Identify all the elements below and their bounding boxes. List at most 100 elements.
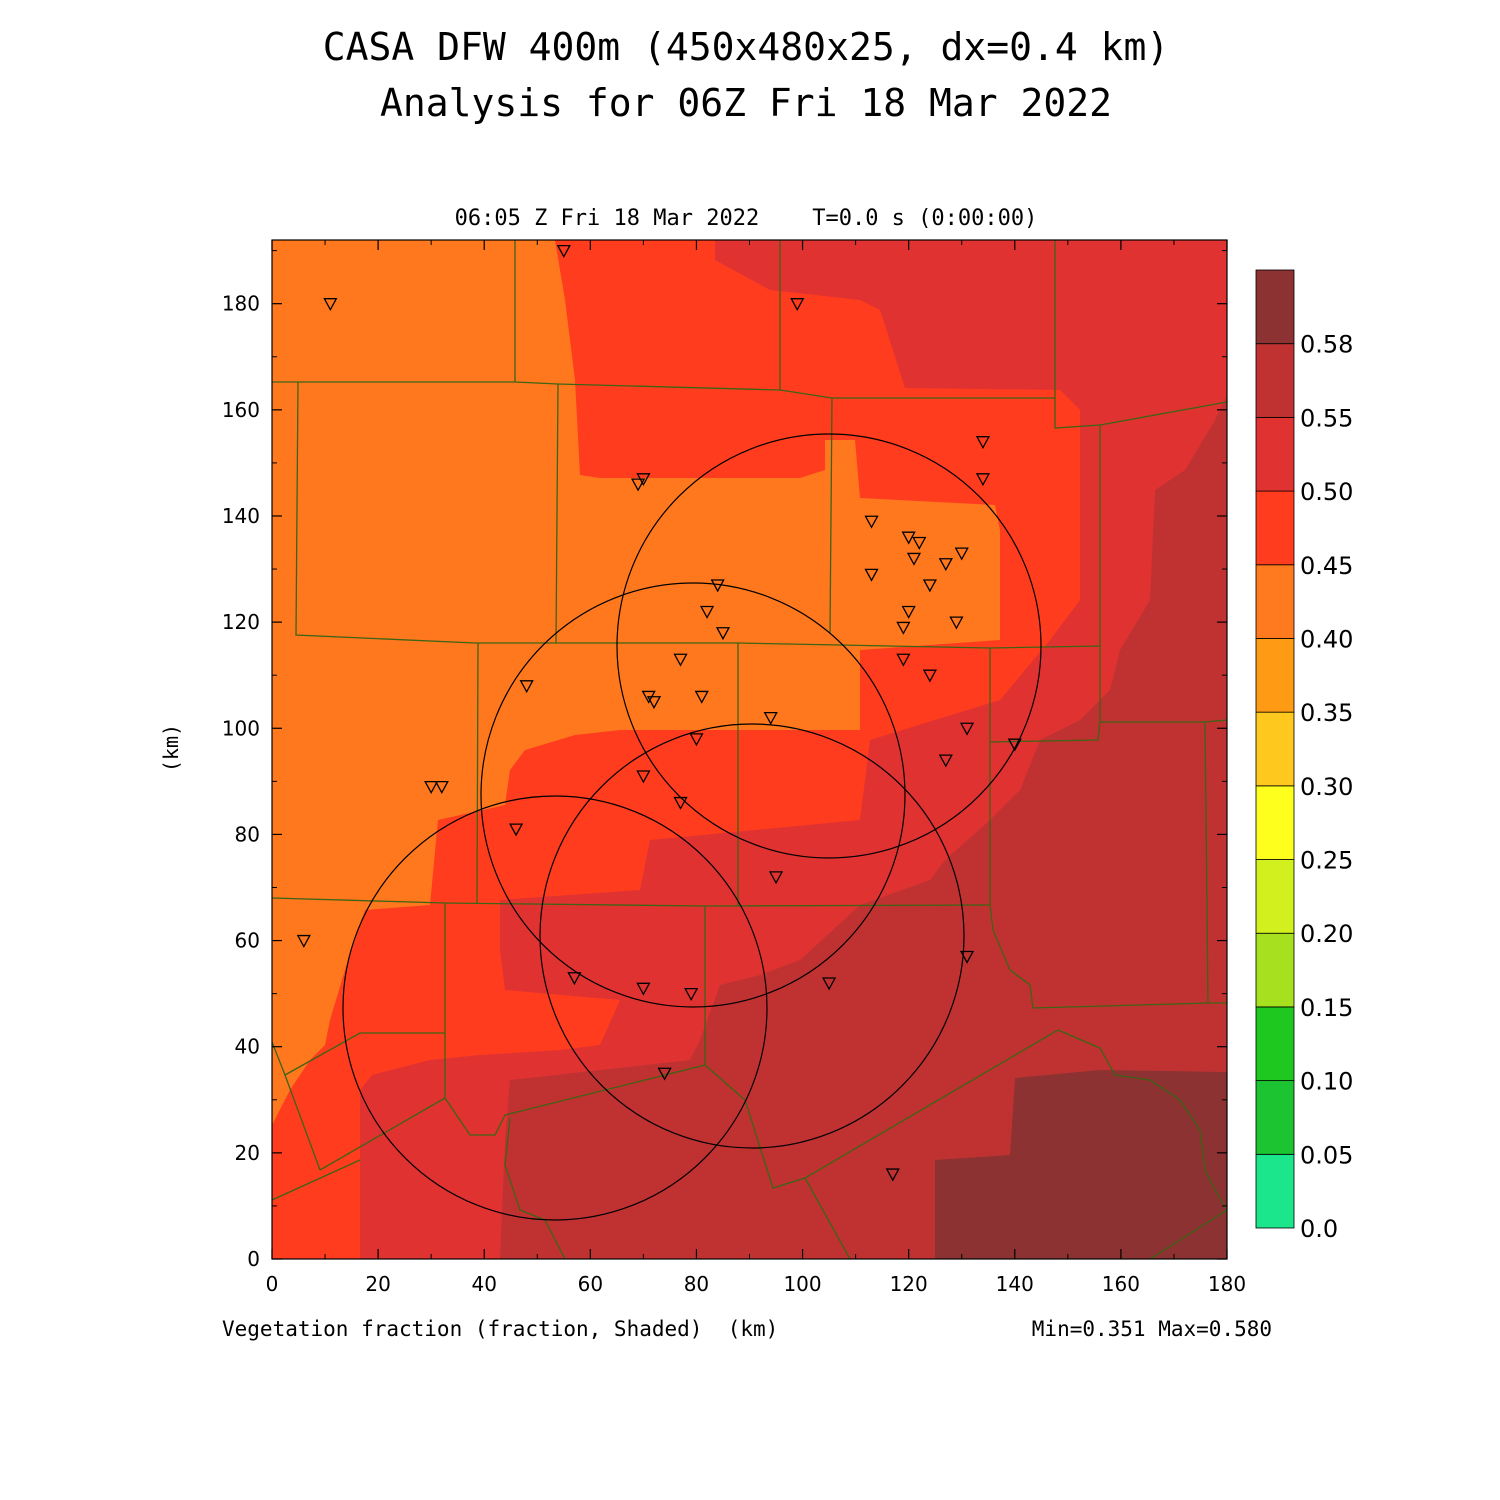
y-tick-label: 0 bbox=[247, 1247, 260, 1271]
colorbar-segment bbox=[1255, 638, 1295, 713]
station-marker bbox=[821, 977, 837, 991]
station-marker bbox=[912, 536, 927, 550]
station-marker bbox=[901, 605, 916, 619]
colorbar-segment bbox=[1255, 416, 1295, 492]
station-marker bbox=[673, 796, 688, 810]
station-marker bbox=[896, 621, 911, 635]
station-marker bbox=[864, 515, 879, 529]
x-tick-label: 40 bbox=[471, 1272, 496, 1296]
colorbar-segment bbox=[1255, 1080, 1295, 1155]
x-tick-label: 20 bbox=[365, 1272, 390, 1296]
station-marker bbox=[636, 770, 651, 784]
colorbar-segment bbox=[1255, 343, 1295, 418]
colorbar-label: 0.05 bbox=[1300, 1141, 1353, 1169]
station-marker bbox=[296, 934, 311, 948]
y-axis-label: (km) bbox=[159, 724, 183, 772]
field-band-0.50-0.55 bbox=[500, 395, 1227, 1259]
range-ring bbox=[539, 723, 965, 1149]
y-tick-label: 140 bbox=[222, 504, 260, 528]
station-marker bbox=[938, 754, 953, 768]
colorbar-label: 0.15 bbox=[1300, 994, 1353, 1022]
colorbar-label: 0.50 bbox=[1300, 478, 1353, 506]
range-ring bbox=[342, 795, 768, 1221]
station-marker bbox=[959, 722, 975, 736]
range-rings bbox=[342, 433, 1042, 1221]
colorbar-segment bbox=[1255, 490, 1295, 566]
station-marker bbox=[519, 680, 534, 694]
colorbar-segment bbox=[1255, 859, 1295, 934]
range-ring bbox=[616, 433, 1042, 859]
field-band-0.55-0.58 bbox=[935, 1070, 1227, 1259]
station-marker bbox=[710, 579, 725, 593]
x-tick-label: 80 bbox=[684, 1272, 709, 1296]
colorbar-segment bbox=[1255, 1153, 1295, 1229]
colorbar: 0.0 0.05 0.10 0.15 0.20 0.25 0.30 0.35 0.40 0.45 0… bbox=[1255, 269, 1353, 1243]
y-tick-label: 100 bbox=[222, 716, 260, 740]
station-marker bbox=[1007, 738, 1022, 752]
colorbar-label: 0.40 bbox=[1300, 625, 1353, 653]
station-marker bbox=[790, 298, 805, 312]
footer-field-label: Vegetation fraction (fraction, Shaded) (… bbox=[222, 1317, 778, 1341]
station-markers bbox=[296, 244, 1022, 1182]
colorbar-segment bbox=[1255, 269, 1295, 345]
station-marker bbox=[896, 653, 911, 667]
colorbar-segment bbox=[1255, 932, 1295, 1008]
range-ring bbox=[480, 582, 906, 1008]
station-marker bbox=[630, 478, 646, 492]
colorbar-label: 0.55 bbox=[1300, 404, 1353, 432]
station-marker bbox=[646, 696, 662, 710]
vegetation-field bbox=[272, 240, 1227, 1259]
station-marker bbox=[567, 972, 582, 986]
station-marker bbox=[954, 547, 969, 561]
station-marker bbox=[949, 616, 964, 630]
y-axis: 0 20 40 60 80 100 120 140 160 180 bbox=[222, 250, 1227, 1271]
x-tick-label: 120 bbox=[890, 1272, 928, 1296]
x-axis: 0 20 40 60 80 100 120 140 160 180 bbox=[266, 240, 1246, 1296]
colorbar-label: 0.45 bbox=[1300, 552, 1353, 580]
x-tick-label: 160 bbox=[1102, 1272, 1140, 1296]
station-marker bbox=[864, 568, 879, 582]
colorbar-segment bbox=[1255, 564, 1295, 639]
station-marker bbox=[906, 552, 922, 566]
station-marker bbox=[959, 950, 975, 964]
station-marker bbox=[424, 781, 439, 795]
y-tick-label: 120 bbox=[222, 610, 260, 634]
y-tick-label: 80 bbox=[235, 822, 260, 846]
station-marker bbox=[657, 1067, 672, 1081]
station-marker bbox=[694, 690, 709, 704]
footer-min-max: Min=0.351 Max=0.580 bbox=[1032, 1317, 1272, 1341]
colorbar-label: 0.0 bbox=[1300, 1215, 1338, 1243]
time-subtitle: 06:05 Z Fri 18 Mar 2022 T=0.0 s (0:00:00… bbox=[455, 206, 1038, 231]
colorbar-label: 0.58 bbox=[1300, 331, 1353, 359]
station-marker bbox=[975, 473, 991, 487]
station-marker bbox=[901, 531, 916, 545]
x-tick-label: 180 bbox=[1208, 1272, 1246, 1296]
colorbar-label: 0.20 bbox=[1300, 920, 1353, 948]
y-tick-label: 40 bbox=[235, 1035, 260, 1059]
station-marker bbox=[556, 244, 571, 258]
y-tick-label: 180 bbox=[222, 292, 260, 316]
station-marker bbox=[673, 653, 688, 667]
station-marker bbox=[922, 669, 937, 683]
colorbar-segment bbox=[1255, 711, 1295, 787]
county-boundaries bbox=[272, 240, 1227, 1259]
station-marker bbox=[508, 823, 524, 837]
station-marker bbox=[689, 733, 704, 747]
colorbar-label: 0.25 bbox=[1300, 847, 1353, 875]
colorbar-label: 0.35 bbox=[1300, 699, 1353, 727]
station-marker bbox=[434, 781, 449, 795]
station-marker bbox=[885, 1168, 900, 1182]
station-marker bbox=[763, 712, 778, 726]
y-tick-label: 160 bbox=[222, 398, 260, 422]
colorbar-segment bbox=[1255, 1006, 1295, 1082]
station-marker bbox=[922, 579, 937, 593]
y-tick-label: 20 bbox=[235, 1141, 260, 1165]
station-marker bbox=[715, 627, 731, 641]
station-marker bbox=[699, 605, 715, 619]
station-marker bbox=[938, 558, 953, 572]
colorbar-label: 0.30 bbox=[1300, 773, 1353, 801]
title-line-2: Analysis for 06Z Fri 18 Mar 2022 bbox=[380, 81, 1112, 125]
station-marker bbox=[323, 298, 338, 312]
